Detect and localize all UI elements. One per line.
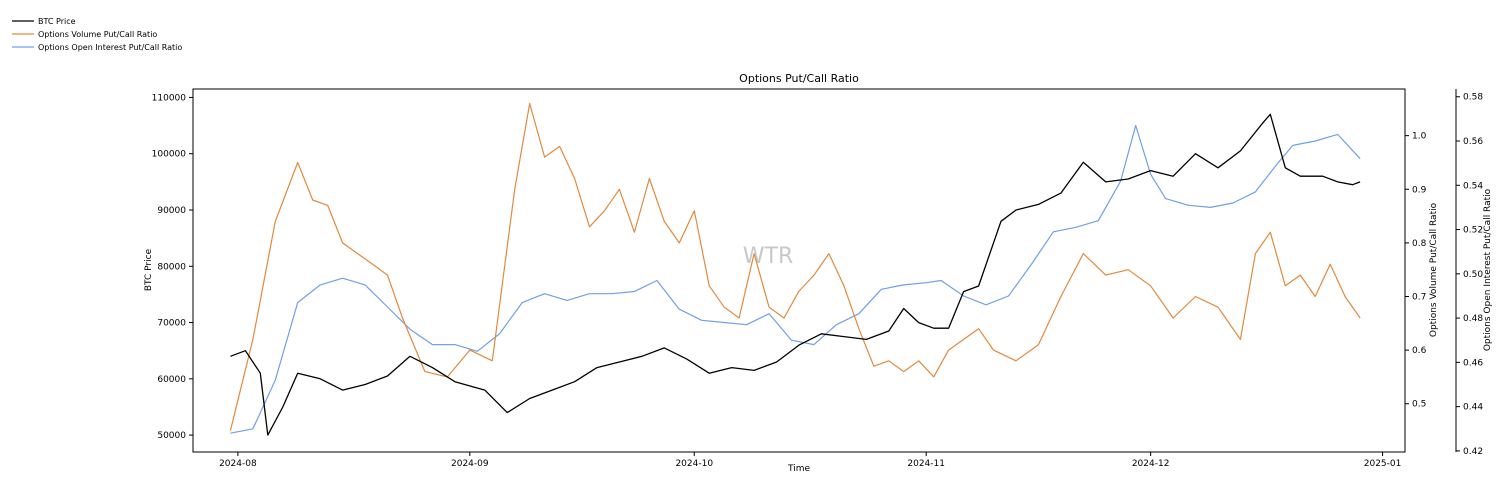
x-tick-label: 2024-12 bbox=[1132, 459, 1170, 469]
right-axis-1-tick-label: 0.5 bbox=[1412, 400, 1426, 410]
series-line-volume-ratio bbox=[229, 102, 1361, 431]
plot-area bbox=[192, 88, 1406, 453]
left-axis-tick-label: 100000 bbox=[152, 150, 187, 160]
left-axis-tick-label: 50000 bbox=[157, 431, 186, 441]
x-tick-label: 2024-10 bbox=[675, 459, 713, 469]
right-axis-2-tick-label: 0.58 bbox=[1463, 93, 1483, 103]
legend-label-btc-price: BTC Price bbox=[38, 17, 76, 26]
right-axis-2-tick-label: 0.46 bbox=[1463, 358, 1483, 368]
right-axis-2-tick-label: 0.54 bbox=[1463, 181, 1483, 191]
series bbox=[229, 102, 1361, 436]
right-axis-2-tick-label: 0.42 bbox=[1463, 447, 1483, 457]
x-axis-title: Time bbox=[787, 464, 810, 474]
right-axis-1-tick-label: 0.8 bbox=[1412, 239, 1427, 249]
watermark: WTR bbox=[743, 244, 793, 269]
left-axis-tick-label: 70000 bbox=[157, 319, 186, 329]
right-axis-2-tick-label: 0.44 bbox=[1463, 403, 1483, 413]
x-tick-label: 2025-01 bbox=[1364, 459, 1402, 469]
legend-label-oi-ratio: Options Open Interest Put/Call Ratio bbox=[38, 43, 182, 52]
chart-title: Options Put/Call Ratio bbox=[739, 72, 859, 85]
right-axis-1-tick-label: 0.9 bbox=[1412, 185, 1427, 195]
right-axis-2-tick-label: 0.48 bbox=[1463, 314, 1483, 324]
legend: BTC Price Options Volume Put/Call Ratio … bbox=[12, 17, 182, 52]
x-tick-label: 2024-08 bbox=[219, 459, 257, 469]
x-tick-label: 2024-11 bbox=[907, 459, 945, 469]
left-axis-tick-label: 80000 bbox=[157, 262, 186, 272]
right-axis-1-tick-label: 0.7 bbox=[1412, 293, 1426, 303]
right-axis-2-tick-label: 0.52 bbox=[1463, 226, 1483, 236]
series-line-btc-price bbox=[230, 113, 1361, 436]
right-axis-2-title: Options Open Interest Put/Call Ratio bbox=[1483, 188, 1493, 351]
left-axis-tick-label: 90000 bbox=[157, 206, 186, 216]
series-line-oi-ratio bbox=[230, 124, 1361, 434]
right-axis-1-tick-label: 1.0 bbox=[1412, 132, 1427, 142]
left-axis-tick-label: 110000 bbox=[152, 93, 187, 103]
right-axis-2-tick-label: 0.56 bbox=[1463, 137, 1483, 147]
right-axis-1-title: Options Volume Put/Call Ratio bbox=[1429, 202, 1439, 337]
x-tick-label: 2024-09 bbox=[451, 459, 489, 469]
right-axis-1-tick-label: 0.6 bbox=[1412, 346, 1427, 356]
ticks: 2024-08 2024-09 2024-10 2024-11 2024-12 2025-… bbox=[152, 93, 1484, 469]
left-axis-title: BTC Price bbox=[144, 248, 154, 291]
right-axis-2-tick-label: 0.50 bbox=[1463, 270, 1483, 280]
left-axis-tick-label: 60000 bbox=[157, 375, 186, 385]
legend-label-volume-ratio: Options Volume Put/Call Ratio bbox=[38, 30, 157, 39]
